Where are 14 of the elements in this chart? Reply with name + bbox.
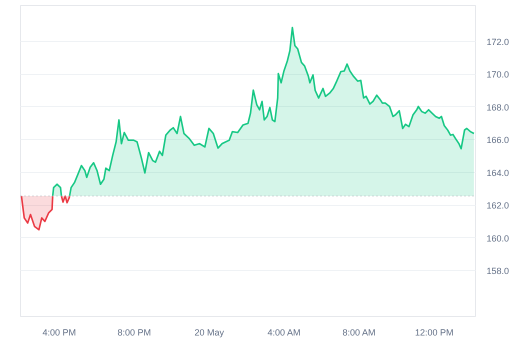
y-tick-label: 168.0: [486, 102, 510, 112]
x-tick-label: 8:00 PM: [117, 328, 152, 338]
y-tick-label: 170.0: [486, 70, 510, 80]
y-tick-label: 158.0: [486, 266, 510, 276]
y-tick-label: 162.0: [486, 200, 510, 211]
x-tick-label: 4:00 AM: [267, 328, 301, 338]
y-tick-label: 160.0: [486, 233, 510, 244]
x-tick-label: 4:00 PM: [42, 328, 76, 338]
x-tick-label: 8:00 AM: [342, 328, 376, 338]
x-tick-label: 20 May: [194, 328, 225, 338]
y-tick-label: 164.0: [486, 168, 510, 178]
y-tick-label: 166.0: [486, 135, 510, 146]
x-tick-label: 12:00 PM: [414, 328, 454, 338]
y-tick-label: 172.0: [486, 37, 510, 48]
